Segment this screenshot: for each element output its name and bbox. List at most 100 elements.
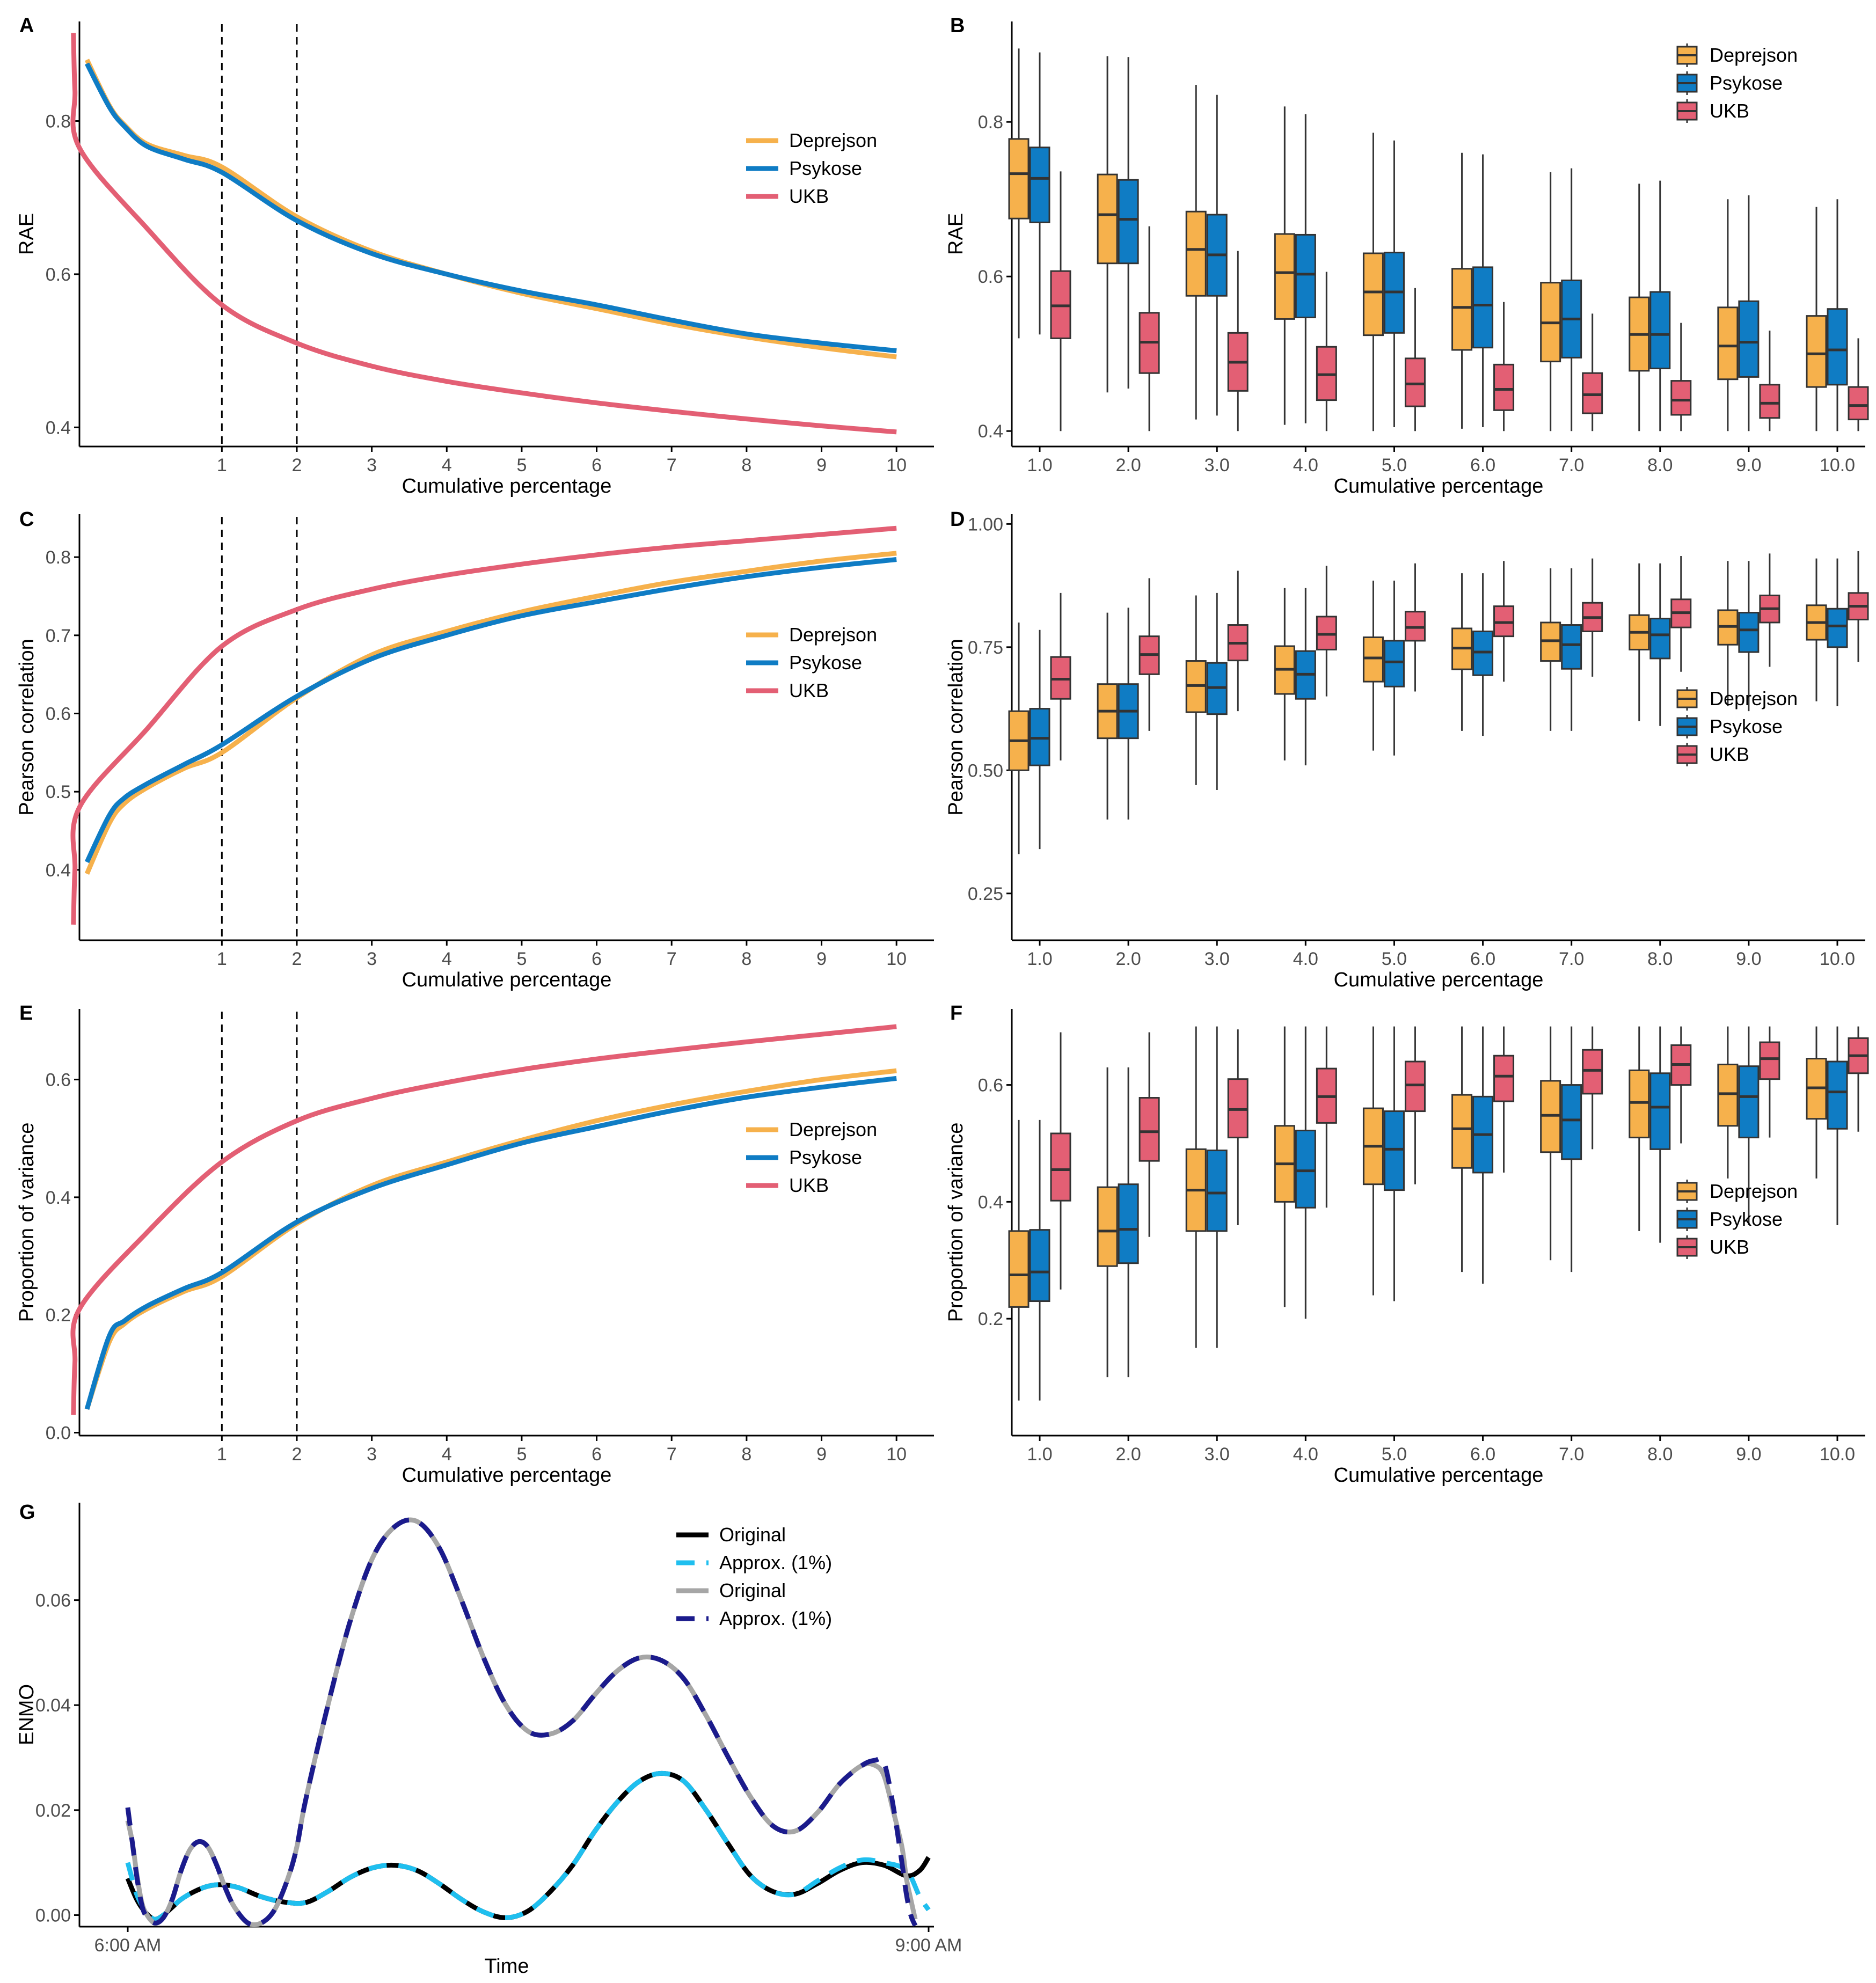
y-tick-label: 0.5 <box>46 782 71 802</box>
box-psykose <box>1561 168 1582 431</box>
chart-panel-b: 0.4 0.6 0.8 1.0 2.0 3.0 4.0 5.0 6.0 7.0 8.0 9.0 10.0… <box>945 14 1869 497</box>
box-psykose <box>1118 608 1139 820</box>
y-axis-title: Pearson correlation <box>16 639 38 816</box>
box-ukb <box>1050 1032 1071 1290</box>
x-tick-label: 2.0 <box>1115 1444 1141 1465</box>
box-body <box>1362 252 1384 336</box>
box-deprejson <box>1274 588 1295 760</box>
box-body <box>1806 315 1827 388</box>
x-tick-label: 4 <box>442 455 452 475</box>
box-ukb <box>1670 323 1692 431</box>
x-tick-label: 1 <box>217 949 227 969</box>
box-ukb <box>1404 563 1426 692</box>
x-tick-label: 5.0 <box>1382 1444 1407 1465</box>
box-ukb <box>1316 1026 1337 1208</box>
box-ukb <box>1582 558 1603 677</box>
y-tick-label: 0.7 <box>46 626 71 646</box>
legend-label: Original <box>719 1524 786 1546</box>
x-tick-label: 9:00 AM <box>895 1935 962 1956</box>
box-psykose <box>1029 630 1050 850</box>
x-tick-label: 2 <box>292 949 302 969</box>
box-psykose <box>1029 52 1050 335</box>
box-body <box>1118 1183 1139 1264</box>
x-axis-title: Cumulative percentage <box>1334 1464 1544 1487</box>
panel-letter: C <box>19 508 34 531</box>
x-tick-label: 10.0 <box>1820 455 1855 475</box>
chart-panel-c: 0.4 0.5 0.6 0.7 0.8 1 2 3 4 5 6 7 8 9 10 Cumulative per… <box>16 508 934 991</box>
box-body <box>1493 1055 1515 1102</box>
y-tick-label: 0.2 <box>46 1305 71 1326</box>
x-tick-label: 1 <box>217 1444 227 1465</box>
box-body <box>1383 640 1405 687</box>
box-body <box>1185 210 1207 297</box>
series-line-originala <box>125 1770 931 1922</box>
box-deprejson <box>1717 1026 1739 1179</box>
box-ukb <box>1050 592 1071 760</box>
box-body <box>1582 372 1603 414</box>
x-tick-label: 1.0 <box>1027 949 1052 969</box>
panel-letter: G <box>19 1501 35 1524</box>
y-axis-title: RAE <box>945 213 967 255</box>
x-axis-title: Cumulative percentage <box>1334 475 1544 497</box>
box-psykose <box>1383 580 1405 756</box>
x-tick-label: 3.0 <box>1205 455 1230 475</box>
box-deprejson <box>1717 561 1739 706</box>
box-deprejson <box>1451 1026 1473 1272</box>
y-tick-label: 0.0 <box>46 1423 71 1444</box>
x-tick-label: 6 <box>592 455 602 475</box>
x-tick-label: 4.0 <box>1293 949 1318 969</box>
series-line-deprejson <box>84 1068 897 1410</box>
y-tick-label: 1.00 <box>968 514 1003 535</box>
box-psykose <box>1295 1026 1316 1319</box>
legend-label: UKB <box>1710 100 1749 122</box>
box-deprejson <box>1451 573 1473 731</box>
box-psykose <box>1561 1026 1582 1272</box>
box-ukb <box>1316 566 1337 697</box>
x-tick-label: 4 <box>442 949 452 969</box>
box-body <box>1295 233 1316 319</box>
x-tick-label: 6:00 AM <box>94 1935 162 1956</box>
y-axis-title: RAE <box>16 213 38 255</box>
legend-label: UKB <box>1710 1236 1749 1258</box>
box-body <box>1404 1060 1426 1113</box>
box-psykose <box>1383 1026 1405 1301</box>
legend-label: Psykose <box>789 1146 862 1168</box>
x-tick-label: 5 <box>516 949 527 969</box>
x-tick-label: 8.0 <box>1647 1444 1673 1465</box>
box-psykose <box>1472 1026 1494 1284</box>
legend-label: Deprejson <box>1710 44 1798 66</box>
legend-label: Deprejson <box>789 129 877 151</box>
box-body <box>1404 357 1426 407</box>
legend-label: Deprejson <box>789 1118 877 1140</box>
y-axis-title: Proportion of variance <box>16 1123 38 1322</box>
series-line-psykose <box>84 557 897 864</box>
panel-letter: B <box>950 14 965 37</box>
legend-label: Psykose <box>1710 1208 1783 1230</box>
box-psykose <box>1738 1026 1760 1225</box>
box-ukb <box>1759 1026 1780 1138</box>
box-psykose <box>1649 180 1671 431</box>
x-tick-label: 9.0 <box>1736 949 1761 969</box>
x-tick-label: 10.0 <box>1820 1444 1855 1465</box>
y-tick-label: 0.8 <box>46 547 71 568</box>
y-tick-label: 0.6 <box>46 265 71 285</box>
box-deprejson <box>1629 1026 1650 1231</box>
box-body <box>1362 636 1384 683</box>
x-tick-label: 8.0 <box>1647 949 1673 969</box>
y-tick-label: 0.6 <box>46 1070 71 1091</box>
legend-label: UKB <box>1710 743 1749 765</box>
box-deprejson <box>1097 56 1118 393</box>
y-tick-label: 0.25 <box>968 884 1003 904</box>
box-ukb <box>1138 226 1160 431</box>
box-body <box>1295 1130 1316 1209</box>
panel-letter: A <box>19 14 34 37</box>
y-tick-label: 0.4 <box>46 860 71 881</box>
box-body <box>1629 1069 1650 1139</box>
x-tick-label: 8 <box>741 949 751 969</box>
box-psykose <box>1472 573 1494 736</box>
legend-label: Psykose <box>789 652 862 674</box>
legend: Deprejson Psykose UKB <box>746 624 877 701</box>
x-tick-label: 10 <box>886 949 907 969</box>
x-tick-label: 10 <box>886 455 907 475</box>
box-deprejson <box>1185 1026 1207 1348</box>
